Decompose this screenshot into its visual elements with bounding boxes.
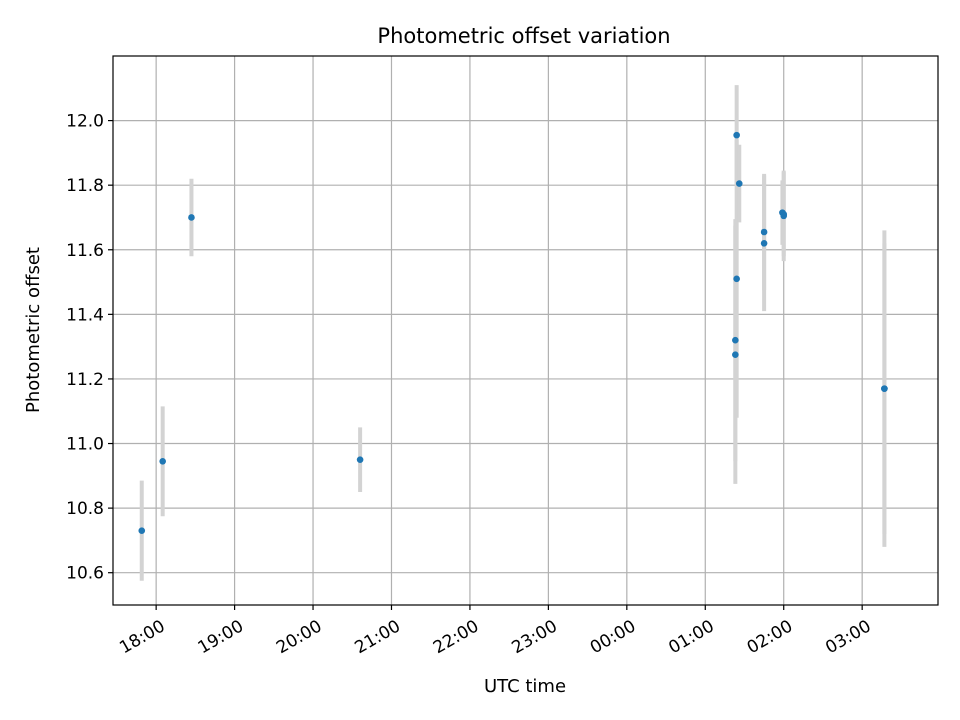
data-point	[159, 457, 166, 465]
y-tick-label: 10.6	[66, 564, 104, 584]
y-tick-label: 11.6	[66, 241, 104, 261]
data-point	[733, 275, 740, 283]
data-point	[138, 527, 146, 535]
data-point	[735, 180, 743, 187]
x-axis-label: UTC time	[484, 676, 566, 697]
x-tick-label: 21:00	[352, 616, 404, 658]
chart-title: Photometric offset variation	[377, 24, 670, 48]
x-tick-label: 20:00	[273, 616, 325, 658]
x-tick-label: 01:00	[665, 616, 717, 658]
data-point	[732, 336, 739, 344]
errorbars	[139, 85, 887, 581]
x-tick-label: 00:00	[587, 616, 639, 658]
data-point	[733, 131, 740, 139]
x-tick-label: 23:00	[508, 616, 560, 658]
y-tick-label: 11.0	[66, 435, 104, 455]
x-tick-label: 02:00	[744, 616, 796, 658]
data-point	[760, 240, 768, 247]
x-tick-label: 03:00	[822, 616, 874, 658]
y-tick-label: 12.0	[66, 112, 104, 132]
data-point	[188, 214, 195, 221]
plot-frame	[112, 55, 939, 606]
y-tick-label: 11.8	[66, 176, 104, 196]
data-points	[138, 131, 888, 535]
y-tick-label: 10.8	[66, 499, 104, 519]
y-tick-label: 11.2	[66, 370, 104, 390]
y-tick-label: 11.4	[66, 305, 104, 325]
grid	[113, 56, 938, 605]
data-point	[780, 212, 788, 220]
data-point	[760, 228, 768, 236]
data-point	[881, 385, 888, 392]
data-point	[356, 456, 364, 463]
x-tick-label: 22:00	[430, 616, 482, 658]
data-point	[732, 351, 739, 359]
x-tick-label: 19:00	[195, 616, 247, 658]
y-axis-label: Photometric offset	[23, 247, 44, 413]
x-tick-label: 18:00	[116, 616, 168, 658]
